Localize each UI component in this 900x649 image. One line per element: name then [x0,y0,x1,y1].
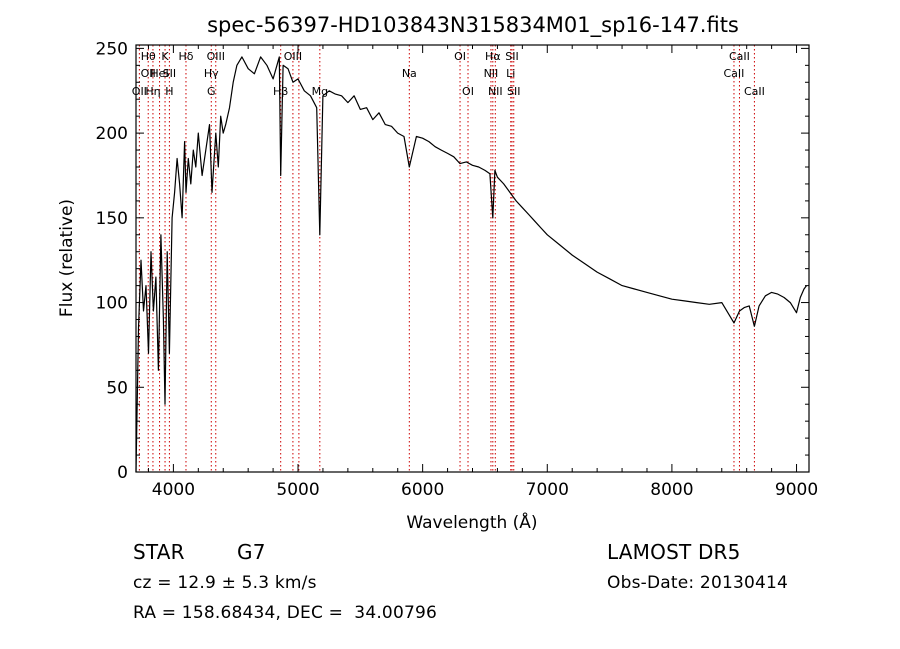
y-axis-ticks: 0 50 100 150 200 250 [96,39,809,483]
chart-title: spec-56397-HD103843N315834M01_sp16-147.f… [207,13,739,38]
line-marker-label: Hθ [141,50,156,63]
y-tick-label: 0 [117,463,128,483]
observation-date: Obs-Date: 20130414 [607,573,789,593]
line-marker-label: Hβ [273,85,288,98]
x-tick-label: 4000 [152,480,195,500]
line-marker-label: OIII [207,50,225,63]
object-class: STAR [133,540,185,564]
y-tick-label: 150 [96,209,128,229]
line-marker-label: NII [484,67,499,80]
y-tick-label: 200 [96,124,128,144]
y-tick-label: 50 [106,378,128,398]
line-marker-label: OI [454,50,466,63]
line-marker-label: Hη [145,85,160,98]
line-marker-label: SII [505,50,518,63]
object-subclass: G7 [237,540,266,564]
line-marker-label: Hδ [178,50,193,63]
line-marker-label: Hγ [204,67,219,80]
y-axis-label: Flux (relative) [57,199,77,317]
line-marker-label: CaII [729,50,750,63]
spectral-line-markers [138,45,755,472]
x-axis-label: Wavelength (Å) [406,511,537,533]
x-tick-label: 5000 [276,480,319,500]
survey-name: LAMOST DR5 [607,540,741,564]
line-marker-label: SII [507,85,520,98]
x-tick-label: 8000 [650,480,693,500]
line-marker-label: NII [488,85,503,98]
spectrum-line [135,56,807,473]
line-marker-label: H [165,85,173,98]
coordinates: RA = 158.68434, DEC = 34.00796 [133,603,438,623]
line-marker-label: OIII [284,50,302,63]
line-marker-label: CaII [724,67,745,80]
line-marker-label: OII [141,67,156,80]
line-marker-label: Hα [485,50,501,63]
line-marker-label: Na [402,67,417,80]
line-marker-label: OI [462,85,474,98]
spectral-line-labels: OIIHθOIIHηHeIKSIIHHδHγGOIIIHβOIIIMgNaOIO… [132,50,765,98]
line-marker-label: G [207,85,216,98]
x-axis-ticks: 4000 5000 6000 7000 8000 9000 [147,45,818,500]
redshift-value: cz = 12.9 ± 5.3 km/s [133,573,317,593]
line-marker-label: CaII [744,85,765,98]
line-marker-label: HeI [150,67,168,80]
plot-frame [135,44,810,473]
line-marker-label: Mg [312,85,328,98]
y-tick-label: 250 [96,39,128,59]
x-tick-label: 9000 [775,480,818,500]
line-marker-label: Li [506,67,515,80]
y-tick-label: 100 [96,294,128,314]
line-marker-label: K [161,50,169,63]
x-tick-label: 7000 [526,480,569,500]
line-marker-label: SII [163,67,176,80]
x-tick-label: 6000 [401,480,444,500]
